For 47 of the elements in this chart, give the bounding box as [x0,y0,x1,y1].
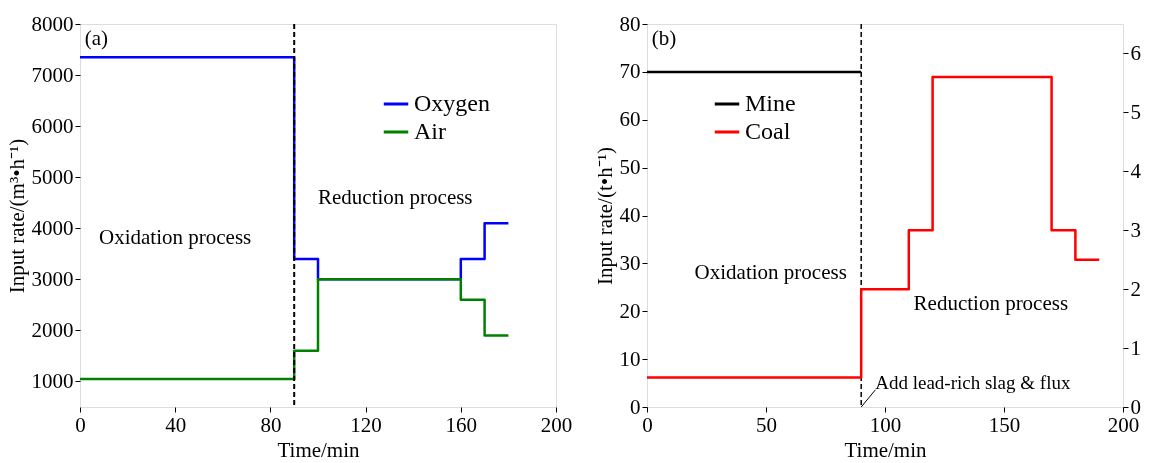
y-tick-label: 40 [619,203,641,227]
x-axis-title: Time/min [277,437,361,462]
y-axis-title: Input rate/(t•h⁻¹) [592,147,617,285]
y2-tick-label: 1 [1130,335,1141,360]
y-tick-label: 70 [619,59,641,84]
x-tick-label: 200 [540,412,573,437]
annotation: (b) [651,26,677,51]
x-tick-label: 120 [350,412,382,437]
x-tick-label: 80 [260,412,282,437]
y-tick-label: 2000 [31,317,74,342]
y-tick-label: 10 [619,346,641,371]
annotation: Oxidation process [694,259,847,284]
y2-tick-label: 5 [1130,99,1141,124]
x-tick-label: 160 [445,412,478,437]
y-tick-label: 6000 [31,113,74,138]
y-tick-label: 20 [619,298,641,323]
legend-label: Mine [745,90,796,116]
y-axis-title: Input rate/(m³•h⁻¹) [4,138,29,294]
y-tick-label: 7000 [31,62,74,87]
legend-label: Coal [745,118,791,144]
y2-tick-label: 3 [1130,217,1141,242]
y-tick-label: 5000 [31,164,74,189]
y-tick-label: 0 [630,394,641,419]
annotation: Add lead-rich slag & flux [875,372,1071,393]
y-tick-label: 1000 [31,368,74,393]
x-tick-label: 50 [756,412,777,437]
annotation: Reduction process [913,290,1069,315]
y2-tick-label: 4 [1130,158,1142,183]
annotation: Oxidation process [99,225,252,250]
x-tick-label: 40 [165,412,187,437]
y-tick-label: 60 [619,107,641,132]
x-tick-label: 100 [869,412,902,437]
legend-label: Oxygen [414,90,490,116]
y-tick-label: 50 [619,155,641,180]
y2-tick-label: 6 [1130,40,1141,65]
x-tick-label: 150 [988,412,1021,437]
annotation: Reduction process [318,185,473,210]
y2-tick-label: 0 [1130,394,1141,419]
y-tick-label: 30 [619,250,641,275]
y-tick-label: 3000 [31,266,74,291]
y-tick-label: 4000 [31,215,74,240]
y-tick-label: 80 [619,11,641,36]
legend-label: Air [414,118,446,144]
annotation: (a) [84,26,109,51]
y2-tick-label: 2 [1130,276,1141,301]
y-tick-label: 8000 [31,11,74,36]
x-axis-title: Time/min [844,437,928,462]
